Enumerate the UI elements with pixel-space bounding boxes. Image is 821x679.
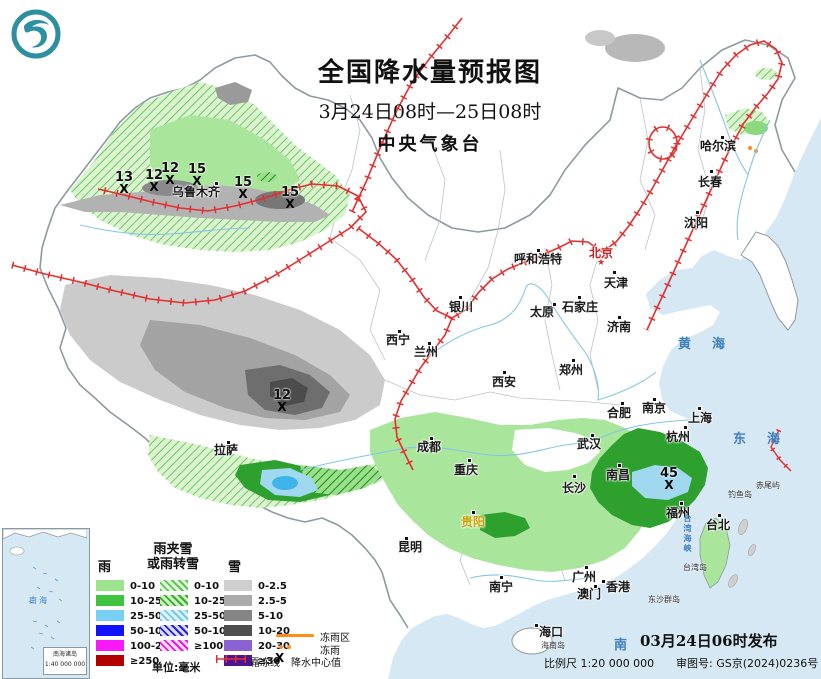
forecast-period: 3月24日08时—25日08时 — [318, 101, 542, 123]
inset-scale: 1:40 000 000 — [44, 660, 86, 668]
inset-scale-box: 南海诸岛 1:40 000 000 — [43, 647, 87, 675]
inset-map — [2, 528, 88, 653]
freezing-rain-dot — [279, 645, 283, 649]
approval-number: 审图号: GS京(2024)0236号 — [676, 657, 819, 670]
freezing-rain-label: 冻雨 — [320, 646, 340, 657]
map-title: 全国降水量预报图 — [317, 58, 542, 88]
inset-label: 南海诸岛 — [52, 651, 77, 658]
inset-sea-label: 南海 — [29, 596, 49, 605]
precipitation-areas — [60, 30, 777, 589]
freezing-zone-label: 冻雨区 — [320, 633, 350, 644]
frost-line-sample — [216, 655, 246, 663]
agency-name: 中央气象台 — [377, 134, 483, 155]
rivers — [79, 59, 771, 582]
publish-time: 03月24日06时发布 — [640, 632, 778, 650]
map-scale: 比例尺 1:20 000 000 — [544, 657, 655, 670]
frost-line-label: 霜冻线 — [250, 658, 280, 669]
freezing-zone-sample — [276, 634, 314, 637]
title-block: 全国降水量预报图 3月24日08时—25日08时 中央气象台 — [270, 52, 590, 156]
precip-center-label: 降水中心值 — [291, 658, 341, 669]
freezing-rain-dot — [287, 645, 291, 649]
cma-logo — [11, 9, 61, 59]
frost-line — [11, 15, 793, 473]
precip-center-sample: X — [275, 651, 285, 665]
legend-unit: 单位:毫米 — [152, 661, 201, 674]
south-china-sea-inset: 南海 南海诸岛 1:40 000 000 — [2, 528, 90, 679]
